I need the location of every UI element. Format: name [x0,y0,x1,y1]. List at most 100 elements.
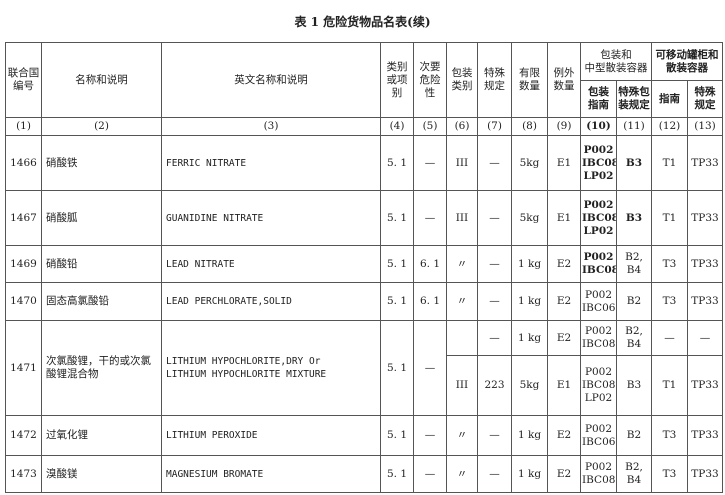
header-class: 类别 或项别 [380,42,414,118]
cell-class: 5. 1 [380,415,414,456]
cell-excepted-quantity: E2 [547,415,581,456]
header-english-name: 英文名称和说明 [161,42,381,118]
table-row: 1470 固态高氯酸铅 LEAD PERCHLORATE,SOLID 5. 1 6. 1… [5,282,723,321]
column-number: (11) [616,117,652,136]
cell-special-provisions: — [477,455,512,493]
cell-special-packing: B3 [616,355,652,416]
cell-un-number: 1469 [5,245,42,283]
cell-packing-group: 〃 [446,282,478,321]
cell-tank-instruction: T3 [651,282,688,321]
cell-subsidiary-risk: — [413,455,447,493]
cell-special-packing: B2, B4 [616,245,652,283]
cell-name: 过氧化锂 [41,415,162,456]
cell-english-name: FERRIC NITRATE [161,135,381,191]
column-number: (12) [651,117,688,136]
cell-tank-instruction: T3 [651,455,688,493]
table-row: 1467 硝酸胍 GUANIDINE NITRATE 5. 1— III —5kg E1 P0… [5,190,723,246]
cell-tank-special: TP33 [687,245,723,283]
header-tank-special: 特殊 规定 [687,80,723,118]
dangerous-goods-table: 联合国 编号 名称和说明 英文名称和说明 类别 或项别 次要 危险性 包装 类别… [5,42,723,493]
header-portable-tanks: 可移动罐柜和 散装容器 [651,42,723,81]
cell-tank-instruction: T1 [651,190,688,246]
table-row: 1473 溴酸镁 MAGNESIUM BROMATE 5. 1— 〃 —1 kg E2 P00… [5,455,723,493]
cell-tank-special: TP33 [687,282,723,321]
cell-tank-instruction: — [651,320,688,356]
cell-packing-group: III [446,355,478,416]
header-un-number: 联合国 编号 [5,42,42,118]
column-number: (1) [5,117,42,136]
cell-special-packing: B3 [616,135,652,191]
column-number: (13) [687,117,723,136]
column-number: (8) [511,117,548,136]
cell-tank-special: TP33 [687,135,723,191]
cell-subsidiary-risk: — [413,135,447,191]
column-number: (2) [41,117,162,136]
cell-limited-quantity: 5kg [511,355,548,416]
cell-packing-instruction: P002 IBC08 [580,320,617,356]
cell-excepted-quantity: E1 [547,355,581,416]
cell-tank-instruction: T1 [651,355,688,416]
cell-un-number: 1467 [5,190,42,246]
cell-packing-instruction: P002 IBC08 LP02 [580,355,617,416]
cell-tank-instruction: T3 [651,415,688,456]
cell-packing-group [446,320,478,356]
cell-tank-instruction: T1 [651,135,688,191]
table-row: III 223 5kg E1 P002 IBC08 LP02 B3 T1 TP33 [6,355,723,416]
cell-limited-quantity: 1 kg [511,245,548,283]
column-number: (9) [547,117,581,136]
cell-packing-instruction: P002 IBC06 [580,282,617,321]
cell-packing-instruction: P002 IBC08 LP02 [580,190,617,246]
cell-special-packing: B2 [616,415,652,456]
cell-name: 硝酸胍 [41,190,162,246]
cell-packing-group: III [446,135,478,191]
cell-packing-instruction: P002 IBC06 [580,415,617,456]
header-packaging-ibc: 包装和 中型散装容器 [580,42,652,81]
cell-special-provisions: — [477,135,512,191]
header-packing-group: 包装 类别 [446,42,478,118]
column-number: (4) [380,117,414,136]
cell-special-provisions: — [477,415,512,456]
cell-tank-special: — [687,320,723,356]
cell-limited-quantity: 5kg [511,190,548,246]
header-limited-quantity: 有限 数量 [511,42,548,118]
cell-class: 5. 1 [380,320,414,416]
table-title: 表 1 危险货物品名表(续) [294,15,431,29]
cell-english-name: LITHIUM PEROXIDE [161,415,381,456]
cell-english-name: LITHIUM HYPOCHLORITE,DRY Or LITHIUM HYPO… [161,320,381,416]
cell-subsidiary-risk: — [413,415,447,456]
cell-tank-special: TP33 [687,415,723,456]
cell-class: 5. 1 [380,190,414,246]
cell-english-name: MAGNESIUM BROMATE [161,455,381,493]
cell-english-name: GUANIDINE NITRATE [161,190,381,246]
cell-excepted-quantity: E2 [547,455,581,493]
cell-excepted-quantity: E2 [547,320,581,356]
cell-name: 次氯酸锂，干的或次氯酸锂混合物 [41,320,162,416]
cell-special-packing: B2, B4 [616,320,652,356]
cell-name: 溴酸镁 [41,455,162,493]
column-number: (3) [161,117,381,136]
cell-class: 5. 1 [380,245,414,283]
cell-tank-special: TP33 [687,355,723,416]
cell-limited-quantity: 1 kg [511,320,548,356]
header-special-packing: 特殊包 装规定 [616,80,652,118]
cell-un-number: 1466 [5,135,42,191]
cell-un-number: 1472 [5,415,42,456]
cell-un-number: 1471 [5,320,42,416]
table-row: 1466 硝酸铁 FERRIC NITRATE 5. 1— III —5kg E1 P002 … [5,135,723,191]
cell-excepted-quantity: E1 [547,135,581,191]
cell-subsidiary-risk: — [413,190,447,246]
cell-tank-instruction: T3 [651,245,688,283]
cell-limited-quantity: 5kg [511,135,548,191]
cell-special-provisions: — [477,282,512,321]
cell-tank-special: TP33 [687,455,723,493]
cell-subsidiary-risk: 6. 1 [413,282,447,321]
column-number: (10) [580,117,617,136]
cell-special-provisions: — [477,245,512,283]
cell-english-name: LEAD NITRATE [161,245,381,283]
column-number: (5) [413,117,447,136]
cell-special-provisions: 223 [477,355,512,416]
cell-special-provisions: — [477,190,512,246]
cell-excepted-quantity: E2 [547,245,581,283]
cell-name: 固态高氯酸铅 [41,282,162,321]
cell-subsidiary-risk: 6. 1 [413,245,447,283]
